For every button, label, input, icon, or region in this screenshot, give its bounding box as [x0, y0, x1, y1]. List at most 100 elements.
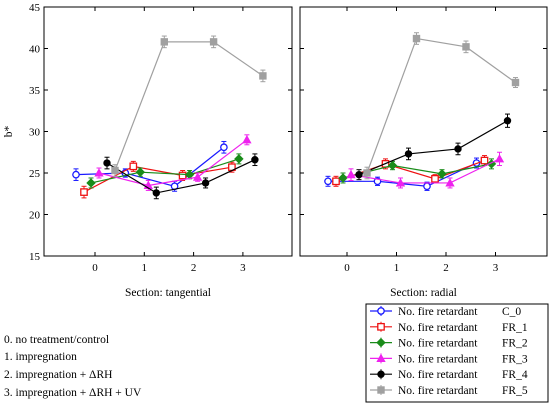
- data-point: [503, 117, 512, 125]
- x-tick-label: 2: [191, 262, 197, 274]
- data-point: [431, 174, 439, 183]
- data-point: [94, 168, 104, 177]
- legend-marker: [377, 386, 385, 394]
- data-point: [135, 167, 146, 177]
- legend-entry-fr_2: No. fire retardant FR_2: [370, 337, 528, 350]
- series-line: [114, 41, 264, 171]
- plot-frame: [299, 6, 548, 257]
- data-point: [220, 143, 228, 152]
- x-tick-label: 0: [92, 262, 98, 274]
- legend-series-name: C_0: [502, 306, 521, 318]
- series-fr_4: [103, 153, 259, 200]
- x-tick-label: 1: [142, 262, 148, 274]
- series-line: [350, 158, 500, 184]
- legend-series-label: No. fire retardant: [398, 385, 478, 397]
- data-point: [234, 154, 244, 164]
- y-tick-label: 35: [29, 85, 41, 97]
- note-2: 2. impregnation + ΔRH: [4, 369, 113, 381]
- data-point: [209, 38, 218, 46]
- data-point: [259, 72, 267, 80]
- note-1: 1. impregnation: [4, 351, 77, 363]
- legend-marker: [377, 322, 385, 331]
- legend-series-label: No. fire retardant: [398, 369, 478, 381]
- data-point: [363, 169, 371, 177]
- panel-0: 15 20 25 30 35 40 45 0 1 2 3 Section: tangential: [29, 2, 293, 299]
- series-line: [106, 159, 256, 194]
- y-tick-label: 20: [29, 210, 41, 222]
- legend-entry-fr_5: No. fire retardant FR_5: [370, 385, 528, 397]
- data-point: [332, 177, 340, 186]
- legend-series-name: FR_1: [502, 322, 528, 334]
- series-line: [358, 120, 508, 176]
- x-tick-label: 3: [493, 262, 499, 274]
- data-point: [251, 156, 259, 164]
- data-point: [387, 160, 398, 171]
- series-fr_4: [355, 113, 512, 181]
- series-fr_5: [111, 35, 267, 177]
- x-axis-label: Section: tangential: [125, 287, 211, 299]
- legend-box: [365, 303, 549, 403]
- legend-series-label: No. fire retardant: [398, 338, 478, 350]
- data-point: [111, 166, 119, 175]
- data-point: [192, 172, 203, 181]
- data-point: [355, 170, 363, 179]
- data-point: [437, 169, 447, 179]
- series-fr_3: [94, 134, 252, 191]
- legend-entry-fr_1: No. fire retardant FR_1: [370, 321, 528, 334]
- legend-entry-fr_3: No. fire retardant FR_3: [370, 353, 528, 365]
- data-point: [201, 179, 210, 187]
- legend-series-label: No. fire retardant: [398, 322, 478, 334]
- data-point: [72, 170, 80, 179]
- data-point: [511, 78, 520, 87]
- legend-series-name: FR_4: [502, 369, 528, 381]
- legend-series-label: No. fire retardant: [398, 306, 478, 318]
- data-point: [160, 38, 169, 46]
- x-tick-label: 3: [240, 262, 246, 274]
- x-axis-label: Section: radial: [390, 287, 457, 299]
- data-point: [152, 189, 161, 197]
- series-fr_2: [338, 158, 497, 184]
- y-tick-label: 15: [29, 251, 41, 263]
- data-point: [103, 159, 111, 167]
- note-3: 3. impregnation + ΔRH + UV: [4, 387, 142, 399]
- x-tick-label: 1: [394, 262, 400, 274]
- legend: No. fire retardant C_0 No. fire retardant F…: [365, 303, 549, 403]
- data-point: [86, 178, 96, 188]
- x-tick-label: 2: [443, 262, 449, 274]
- data-point: [178, 171, 187, 180]
- series-fr_5: [363, 32, 520, 180]
- legend-series-name: FR_5: [502, 385, 528, 397]
- data-point: [445, 178, 455, 187]
- data-point: [242, 134, 252, 144]
- series-line: [366, 37, 516, 174]
- legend-series-name: FR_2: [502, 338, 528, 350]
- series-line: [98, 139, 248, 187]
- data-point: [129, 162, 138, 171]
- legend-entry-fr_4: No. fire retardant FR_4: [370, 369, 528, 381]
- series-fr_3: [346, 151, 505, 189]
- y-axis-label: b*: [3, 126, 15, 138]
- data-point: [324, 177, 332, 186]
- legend-marker: [376, 353, 386, 362]
- y-tick-label: 45: [29, 2, 41, 14]
- legend-series-label: No. fire retardant: [398, 353, 478, 365]
- x-tick-label: 0: [344, 262, 350, 274]
- y-tick-label: 40: [29, 44, 41, 56]
- data-point: [480, 156, 489, 165]
- data-point: [462, 43, 470, 51]
- legend-marker: [377, 307, 385, 315]
- note-0: 0. no treatment/control: [4, 334, 110, 346]
- y-tick-label: 25: [29, 168, 41, 180]
- data-point: [494, 154, 505, 163]
- legend-marker: [377, 370, 385, 378]
- data-point: [423, 182, 431, 191]
- data-point: [346, 169, 356, 179]
- legend-series-name: FR_3: [502, 353, 528, 365]
- y-tick-label: 30: [29, 127, 41, 139]
- data-point: [80, 188, 88, 196]
- data-point: [412, 34, 421, 43]
- data-point: [454, 145, 462, 153]
- data-point: [395, 178, 406, 187]
- panel-1: 0 1 2 3 Section: radial: [299, 6, 548, 299]
